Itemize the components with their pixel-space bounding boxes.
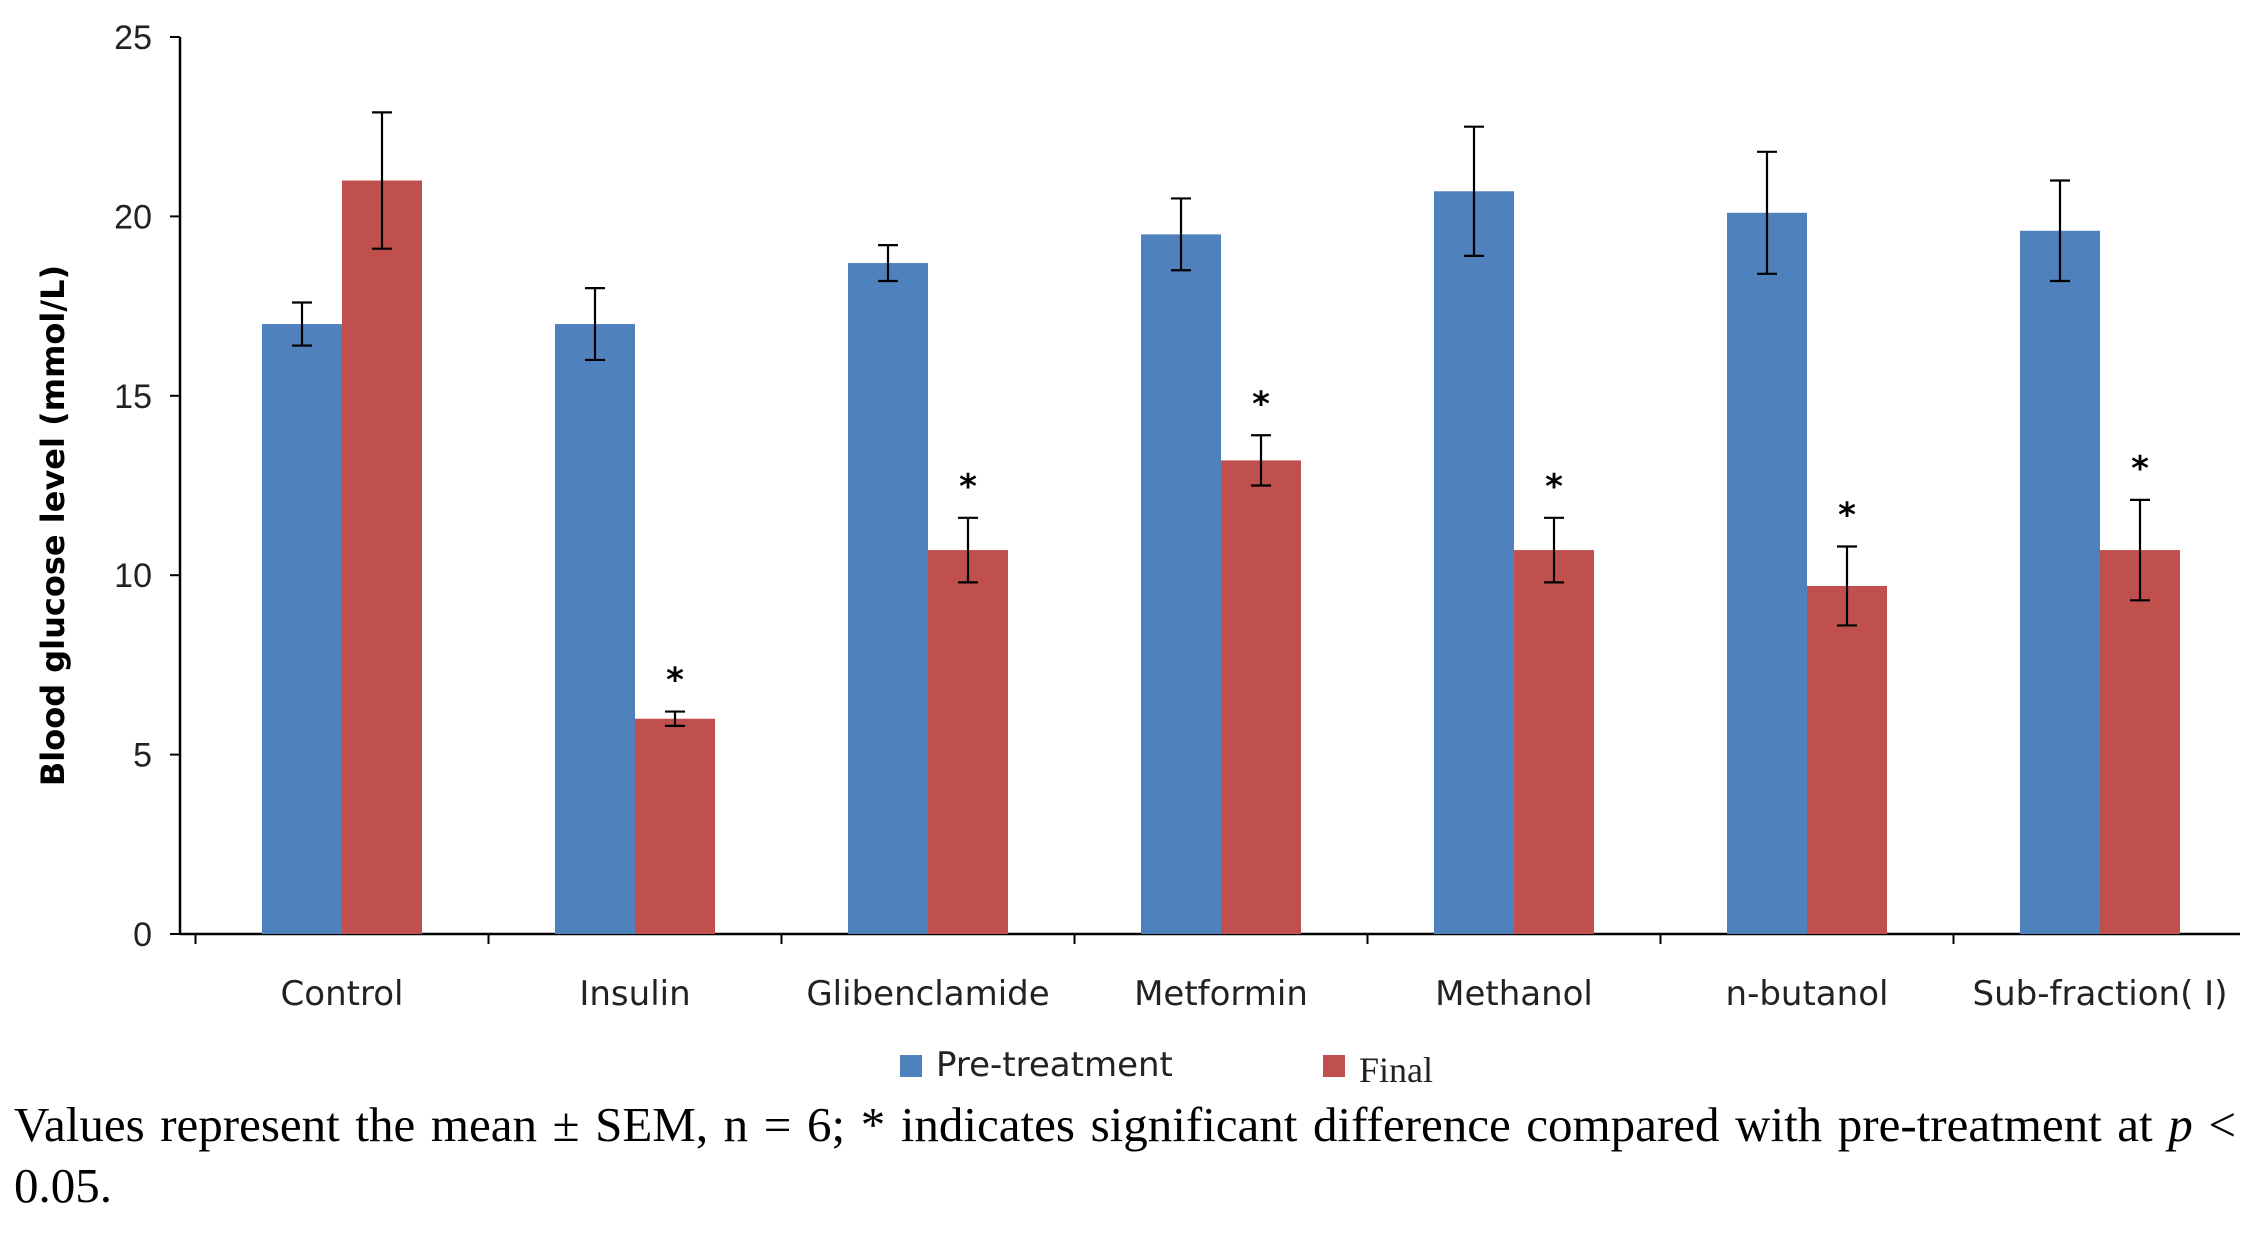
legend-swatch <box>900 1055 922 1077</box>
legend: Pre-treatment Final <box>900 1045 1433 1090</box>
bar-pre-treatment-0 <box>262 324 342 934</box>
y-tick-label: 5 <box>133 737 152 775</box>
bar-pre-treatment-6 <box>2020 230 2100 934</box>
y-tick-label: 20 <box>114 198 152 236</box>
significance-marker: * <box>959 467 977 507</box>
caption-p-symbol: p <box>2168 1097 2193 1152</box>
y-tick-label: 10 <box>114 557 152 595</box>
category-label: Methanol <box>1435 974 1593 1014</box>
bar-final-0 <box>342 180 422 934</box>
significance-marker: * <box>1838 495 1856 535</box>
significance-marker: * <box>1545 467 1563 507</box>
significance-marker: * <box>666 661 684 701</box>
legend-label: Final <box>1359 1050 1433 1090</box>
category-label: n-butanol <box>1726 974 1889 1014</box>
category-label: Metformin <box>1134 974 1308 1014</box>
bar-final-6 <box>2100 550 2180 934</box>
bar-pre-treatment-4 <box>1434 191 1514 934</box>
bar-pre-treatment-3 <box>1141 234 1221 935</box>
caption-text: Values represent the mean ± SEM, n = 6; … <box>14 1097 2169 1152</box>
category-label: Glibenclamide <box>806 974 1049 1014</box>
caption-text-end: < 0.05. <box>14 1097 2236 1213</box>
bar-final-5 <box>1807 585 1887 934</box>
legend-label: Pre-treatment <box>936 1045 1173 1085</box>
bar-pre-treatment-1 <box>555 324 635 934</box>
y-tick-label: 15 <box>114 378 152 416</box>
bar-final-1 <box>635 718 715 934</box>
bar-final-2 <box>928 550 1008 934</box>
bar-chart: 0 5 10 15 20 25 Blood glucose level (mmol/L) *… <box>34 19 2240 1090</box>
bars: * * * * * * <box>262 111 2180 935</box>
bar-final-4 <box>1514 550 1594 934</box>
significance-marker: * <box>1252 384 1270 424</box>
significance-marker: * <box>2131 449 2149 489</box>
axes: 0 5 10 15 20 25 Blood glucose level (mmol/L) <box>34 19 2240 954</box>
bar-pre-treatment-2 <box>848 263 928 934</box>
y-tick-label: 25 <box>114 19 152 57</box>
figure-caption: Values represent the mean ± SEM, n = 6; … <box>14 1094 2236 1216</box>
bar-pre-treatment-5 <box>1727 212 1807 934</box>
category-label: Control <box>281 974 404 1014</box>
y-axis-title: Blood glucose level (mmol/L) <box>34 265 72 786</box>
bar-final-3 <box>1221 460 1301 934</box>
category-label: Insulin <box>579 974 690 1014</box>
y-tick-label: 0 <box>133 916 152 954</box>
labels: Control Insulin Glibenclamide Metformin Meth… <box>281 974 2228 1014</box>
category-label: Sub-fraction( I) <box>1973 974 2228 1014</box>
legend-swatch <box>1323 1055 1345 1077</box>
